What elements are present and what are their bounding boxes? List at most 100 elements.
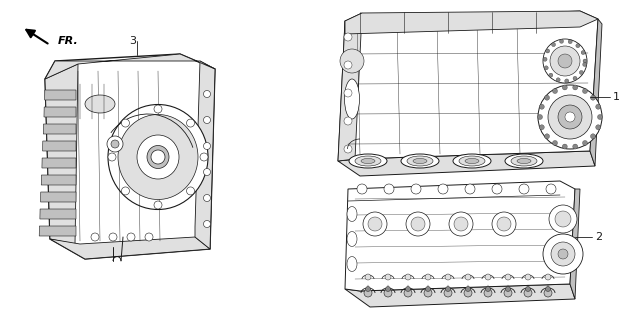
Polygon shape [43,141,76,151]
Circle shape [544,289,552,297]
Circle shape [573,76,577,80]
Ellipse shape [401,154,439,168]
Circle shape [538,85,602,149]
Circle shape [519,184,529,194]
Circle shape [363,212,387,236]
Circle shape [525,286,531,292]
Circle shape [406,286,410,292]
Circle shape [573,85,578,90]
Circle shape [543,39,587,83]
Circle shape [596,125,601,130]
Circle shape [384,289,392,297]
Circle shape [204,168,211,175]
Polygon shape [42,158,76,168]
Circle shape [505,274,511,280]
Circle shape [344,117,352,125]
Circle shape [405,274,411,280]
Circle shape [425,274,431,280]
Circle shape [543,234,583,274]
Polygon shape [338,151,595,176]
Circle shape [591,134,595,139]
Circle shape [344,145,352,153]
Circle shape [558,105,582,129]
Circle shape [411,217,425,231]
Circle shape [340,49,364,73]
Circle shape [485,274,491,280]
Circle shape [563,85,567,90]
Polygon shape [590,19,602,166]
Circle shape [357,184,367,194]
Polygon shape [345,284,575,307]
Circle shape [464,289,472,297]
Circle shape [506,286,511,292]
Polygon shape [44,107,76,117]
Circle shape [154,201,162,209]
Circle shape [598,115,602,120]
Circle shape [204,143,211,150]
Circle shape [449,212,473,236]
Circle shape [122,119,129,127]
Polygon shape [45,54,215,259]
Circle shape [344,89,352,97]
Ellipse shape [465,159,479,164]
Circle shape [444,289,452,297]
Circle shape [109,233,117,241]
Circle shape [552,88,557,93]
Circle shape [424,289,432,297]
Ellipse shape [85,95,115,113]
Circle shape [186,119,195,127]
Circle shape [582,88,588,93]
Circle shape [445,274,451,280]
Text: 2: 2 [595,232,602,242]
Circle shape [552,43,556,47]
Ellipse shape [344,79,360,119]
Ellipse shape [118,115,198,199]
Circle shape [385,274,391,280]
Circle shape [204,91,211,98]
Circle shape [465,184,475,194]
Ellipse shape [459,156,485,166]
Circle shape [504,289,512,297]
Ellipse shape [453,154,491,168]
Circle shape [384,184,394,194]
Ellipse shape [361,159,375,164]
Polygon shape [338,11,598,161]
Circle shape [573,144,578,149]
Circle shape [548,95,592,139]
Circle shape [368,217,382,231]
Circle shape [565,112,575,122]
Circle shape [406,212,430,236]
Ellipse shape [413,159,427,164]
Polygon shape [45,54,215,79]
Ellipse shape [511,156,537,166]
Circle shape [546,49,550,53]
Polygon shape [345,181,575,291]
Polygon shape [40,192,76,202]
Ellipse shape [108,105,208,210]
Circle shape [107,136,123,152]
Text: FR.: FR. [58,36,79,46]
Circle shape [545,286,550,292]
Circle shape [582,140,588,145]
Circle shape [545,274,551,280]
Circle shape [186,187,195,195]
Circle shape [545,95,550,100]
Circle shape [465,274,471,280]
Circle shape [108,153,116,161]
Circle shape [200,153,208,161]
Polygon shape [570,189,580,299]
Circle shape [581,50,585,55]
Circle shape [552,140,557,145]
Circle shape [486,286,490,292]
Circle shape [558,249,568,259]
Circle shape [551,242,575,266]
Circle shape [540,104,544,109]
Ellipse shape [147,145,169,168]
Ellipse shape [505,154,543,168]
Text: S5A3−E2010A: S5A3−E2010A [476,19,545,29]
Ellipse shape [347,232,357,247]
Ellipse shape [347,256,357,271]
Ellipse shape [137,135,179,179]
Circle shape [558,54,572,68]
Text: 1: 1 [613,92,620,102]
